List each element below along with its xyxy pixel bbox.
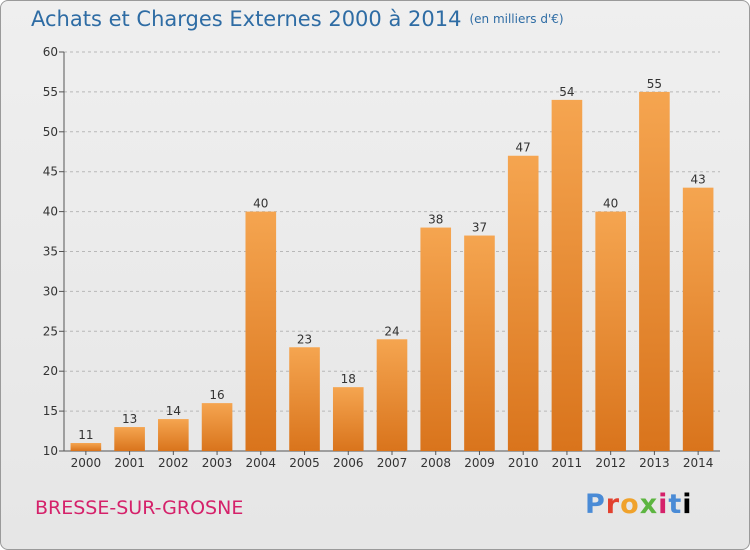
bar-2011 (551, 99, 583, 451)
y-tick-label: 50 (43, 125, 58, 139)
data-label: 43 (690, 173, 705, 187)
logo-letter: i (682, 489, 693, 520)
x-tick-label: 2014 (683, 456, 714, 470)
bars (70, 91, 714, 452)
logo-letter: P (585, 489, 606, 520)
bar-2009 (464, 235, 495, 451)
y-tick-label: 25 (43, 324, 58, 338)
y-tick-label: 45 (43, 165, 58, 179)
y-tick-label: 20 (43, 364, 58, 378)
x-tick-label: 2008 (420, 456, 451, 470)
chart-title: Achats et Charges Externes 2000 à 2014 (e… (31, 7, 564, 31)
bar-2003 (201, 403, 233, 451)
data-label: 13 (122, 412, 137, 426)
logo-letter: o (620, 489, 640, 520)
logo-letter: i (658, 489, 669, 520)
bar-2004 (245, 211, 277, 451)
data-label: 38 (428, 213, 443, 227)
y-tick-label: 10 (43, 444, 58, 458)
chart-title-text: Achats et Charges Externes 2000 à 2014 (31, 7, 462, 31)
data-label: 16 (209, 388, 224, 402)
bar-2010 (507, 155, 539, 452)
x-tick-label: 2005 (289, 456, 320, 470)
logo-letter: r (605, 489, 621, 520)
x-tick-label: 2009 (464, 456, 495, 470)
y-tick-label: 15 (43, 404, 58, 418)
bar-2001 (114, 427, 145, 451)
x-tick-label: 2001 (114, 456, 145, 470)
data-label: 14 (166, 404, 181, 418)
y-tick-label: 35 (43, 245, 58, 259)
y-tick-label: 30 (43, 284, 58, 298)
x-tick-label: 2002 (158, 456, 189, 470)
data-label: 40 (253, 197, 268, 211)
x-tick-label: 2012 (595, 456, 626, 470)
bar-2012 (595, 211, 626, 451)
x-tick-label: 2003 (202, 456, 233, 470)
data-label: 11 (78, 428, 93, 442)
x-tick-label: 2013 (639, 456, 670, 470)
x-tick-label: 2006 (333, 456, 364, 470)
y-tick-label: 40 (43, 205, 58, 219)
bar-2002 (158, 419, 189, 451)
y-tick-label: 55 (43, 85, 58, 99)
bar-2006 (332, 387, 364, 451)
x-tick-label: 2004 (246, 456, 277, 470)
data-label: 18 (341, 372, 356, 386)
y-tick-labels: 10 15 20 25 30 35 40 45 50 55 60 (43, 45, 58, 458)
data-label: 54 (559, 85, 574, 99)
x-tick-label: 2011 (552, 456, 583, 470)
chart-unit: (en milliers d'€) (469, 12, 564, 26)
data-labels: 11 13 14 16 40 23 18 24 38 37 47 54 40 55 43 (78, 77, 706, 442)
commune-name: BRESSE-SUR-GROSNE (35, 497, 244, 519)
bar-2005 (289, 347, 320, 451)
data-label: 37 (472, 221, 487, 235)
x-tick-label: 2007 (377, 456, 408, 470)
y-tick-label: 60 (43, 45, 58, 59)
bar-2014 (682, 187, 714, 451)
data-label: 24 (384, 324, 399, 338)
bar-2007 (376, 339, 408, 451)
data-label: 47 (516, 141, 531, 155)
data-label: 40 (603, 197, 618, 211)
bar-2008 (420, 227, 452, 451)
bar-2013 (639, 91, 670, 452)
logo-letter: t (668, 489, 683, 520)
proxiti-logo: Proxiti (585, 489, 693, 520)
x-tick-label: 2000 (71, 456, 102, 470)
x-tick-label: 2010 (508, 456, 539, 470)
data-label: 55 (647, 77, 662, 91)
data-label: 23 (297, 332, 312, 346)
logo-letter: x (639, 489, 659, 520)
bar-2000 (70, 443, 102, 451)
x-tick-labels: 2000 2001 2002 2003 2004 2005 2006 2007 2008 2009… (71, 456, 714, 470)
